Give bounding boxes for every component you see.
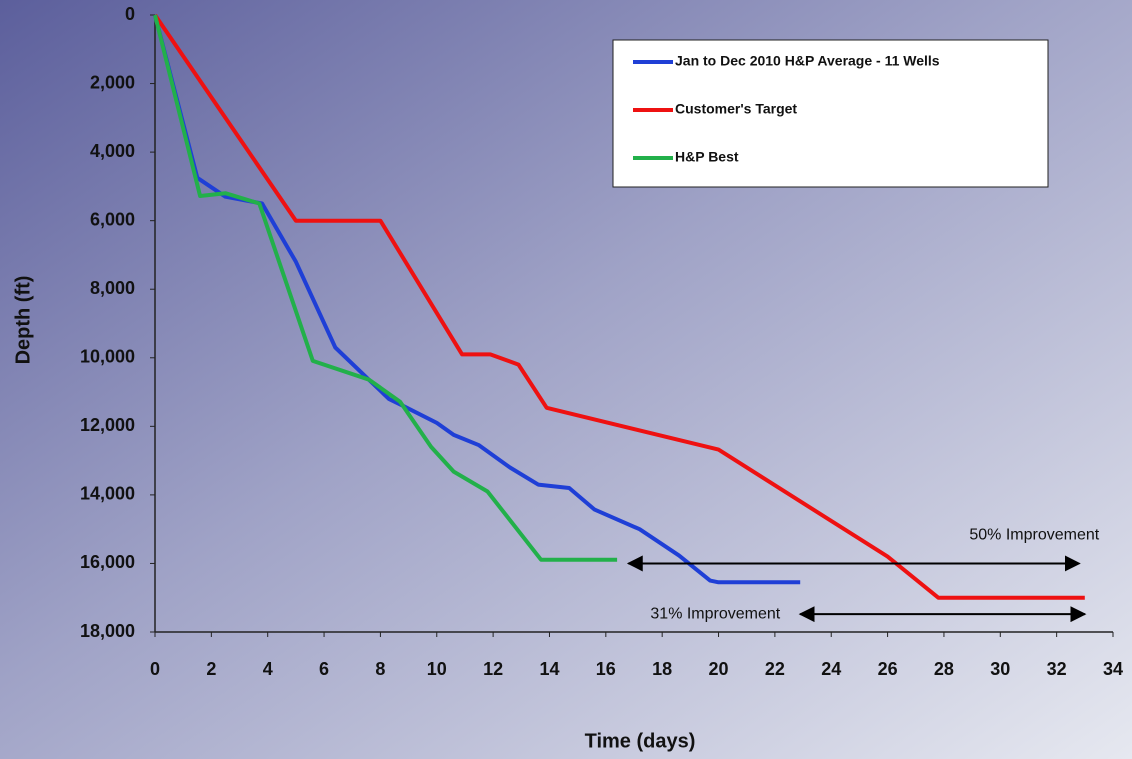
x-tick-label: 16	[596, 659, 616, 679]
x-tick-label: 22	[765, 659, 785, 679]
x-tick-label: 0	[150, 659, 160, 679]
annotation-text: 31% Improvement	[650, 605, 780, 622]
x-tick-label: 4	[263, 659, 273, 679]
y-tick-label: 12,000	[80, 415, 135, 435]
series-line	[153, 14, 801, 585]
annotation-text: 50% Improvement	[969, 527, 1099, 544]
legend-label: Jan to Dec 2010 H&P Average - 11 Wells	[675, 53, 940, 69]
x-tick-label: 14	[539, 659, 559, 679]
series-line	[153, 14, 618, 562]
x-tick-label: 24	[821, 659, 841, 679]
x-axis-title: Time (days)	[585, 730, 696, 752]
y-axis-title: Depth (ft)	[12, 276, 34, 365]
y-tick-label: 8,000	[90, 278, 135, 298]
x-tick-label: 10	[427, 659, 447, 679]
y-tick-label: 0	[125, 4, 135, 24]
y-tick-label: 2,000	[90, 72, 135, 92]
y-tick-label: 18,000	[80, 621, 135, 641]
legend-box	[612, 39, 1049, 188]
x-tick-label: 2	[206, 659, 216, 679]
x-tick-label: 6	[319, 659, 329, 679]
y-tick-label: 14,000	[80, 484, 135, 504]
y-tick-label: 16,000	[80, 552, 135, 572]
x-tick-label: 32	[1047, 659, 1067, 679]
legend-label: H&P Best	[675, 149, 739, 165]
x-tick-label: 12	[483, 659, 503, 679]
x-tick-label: 26	[878, 659, 898, 679]
y-tick-label: 10,000	[80, 347, 135, 367]
x-tick-label: 28	[934, 659, 954, 679]
legend-label: Customer's Target	[675, 101, 797, 117]
y-tick-label: 6,000	[90, 209, 135, 229]
y-tick-label: 4,000	[90, 141, 135, 161]
x-tick-label: 18	[652, 659, 672, 679]
x-tick-label: 30	[990, 659, 1010, 679]
x-tick-label: 34	[1103, 659, 1123, 679]
x-tick-label: 8	[375, 659, 385, 679]
x-tick-label: 20	[709, 659, 729, 679]
